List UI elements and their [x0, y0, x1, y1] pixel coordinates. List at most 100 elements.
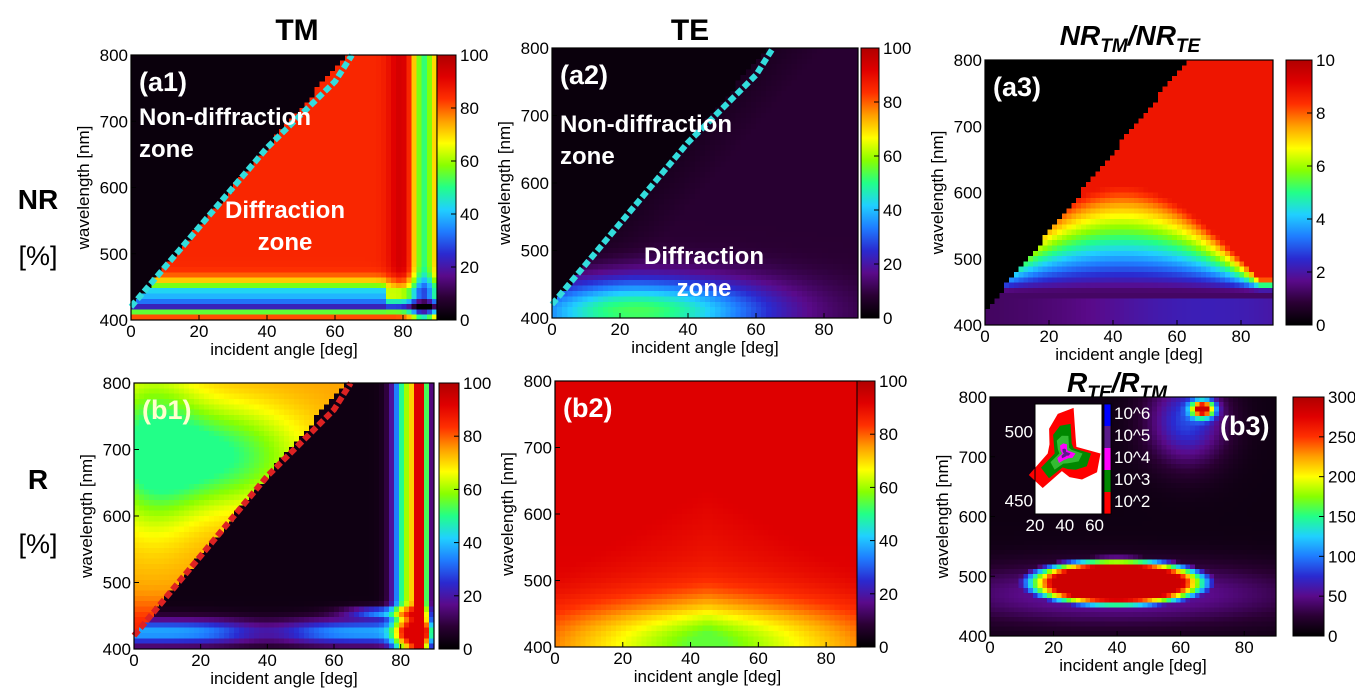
- heatmap-cell: [740, 210, 747, 216]
- heatmap-cell: [401, 134, 407, 141]
- heatmap-cell: [431, 261, 438, 268]
- heatmap-cell: [197, 97, 203, 104]
- heatmap-cell: [735, 312, 742, 319]
- heatmap-cell: [431, 155, 438, 162]
- heatmap-cell: [227, 224, 234, 231]
- heatmap-cell: [705, 53, 711, 60]
- heatmap-cell: [669, 80, 675, 87]
- heatmap-cell: [725, 53, 732, 60]
- heatmap-cell: [684, 215, 691, 222]
- heatmap-cell: [386, 261, 392, 268]
- heatmap-cell: [735, 188, 742, 195]
- heatmap-cell: [324, 282, 331, 289]
- heatmap-cell: [151, 176, 158, 183]
- heatmap-cell: [151, 86, 158, 93]
- heatmap-cell: [386, 134, 392, 141]
- heatmap-cell: [141, 70, 147, 77]
- heatmap-cell: [248, 187, 254, 194]
- heatmap-cell: [289, 139, 295, 146]
- heatmap-cell: [192, 171, 198, 178]
- heatmap-cell: [391, 65, 397, 72]
- heatmap-cell: [197, 145, 203, 151]
- heatmap-cell: [289, 235, 295, 242]
- heatmap-cell: [370, 288, 377, 295]
- heatmap-cell: [603, 226, 609, 233]
- heatmap-cell: [268, 150, 275, 157]
- heatmap-cell: [202, 229, 209, 236]
- heatmap-cell: [396, 224, 402, 231]
- heatmap-cell: [340, 171, 346, 178]
- heatmap-cell: [299, 277, 305, 284]
- heatmap-cell: [664, 166, 670, 173]
- heatmap-cell: [355, 192, 362, 199]
- heatmap-cell: [603, 129, 609, 135]
- heatmap-cell: [587, 58, 594, 65]
- heatmap-cell: [426, 251, 433, 257]
- heatmap-cell: [720, 242, 726, 249]
- heatmap-cell: [745, 274, 752, 281]
- heatmap-cell: [253, 309, 260, 316]
- heatmap-cell: [411, 60, 418, 67]
- heatmap-cell: [146, 229, 152, 236]
- heatmap-cell: [426, 267, 433, 273]
- heatmap-cell: [745, 156, 752, 162]
- heatmap-cell: [258, 240, 265, 247]
- heatmap-cell: [370, 235, 377, 242]
- heatmap-cell: [618, 285, 624, 292]
- heatmap-cell: [613, 107, 619, 114]
- heatmap-cell: [654, 301, 660, 308]
- heatmap-cell: [664, 285, 670, 292]
- heatmap-cell: [386, 76, 392, 83]
- heatmap-cell: [187, 166, 193, 173]
- heatmap-cell: [294, 298, 300, 305]
- heatmap-cell: [263, 314, 270, 321]
- heatmap-cell: [161, 129, 168, 136]
- heatmap-cell: [679, 253, 686, 260]
- heatmap-cell: [340, 123, 346, 130]
- heatmap-cell: [192, 256, 198, 263]
- heatmap-cell: [689, 247, 696, 254]
- heatmap-cell: [577, 291, 584, 297]
- heatmap-cell: [689, 96, 696, 103]
- heatmap-cell: [689, 226, 696, 233]
- heatmap-cell: [603, 285, 609, 292]
- heatmap-cell: [577, 118, 584, 125]
- heatmap-cell: [166, 123, 173, 130]
- heatmap-cell: [238, 182, 244, 189]
- heatmap-cell: [187, 182, 193, 189]
- heatmap-cell: [613, 204, 619, 211]
- heatmap-cell: [431, 214, 438, 220]
- heatmap-cell: [146, 134, 152, 141]
- heatmap-cell: [572, 264, 579, 270]
- heatmap-cell: [582, 199, 589, 206]
- heatmap-cell: [618, 280, 624, 287]
- heatmap-cell: [577, 75, 584, 81]
- heatmap-cell: [340, 86, 346, 93]
- heatmap-cell: [375, 214, 382, 220]
- heatmap-cell: [375, 86, 382, 93]
- heatmap-cell: [679, 75, 686, 81]
- heatmap-cell: [582, 204, 589, 211]
- heatmap-cell: [197, 251, 203, 257]
- heatmap-cell: [136, 139, 142, 146]
- heatmap-cell: [421, 298, 428, 305]
- heatmap-cell: [131, 261, 137, 268]
- heatmap-cell: [370, 192, 377, 199]
- heatmap-cell: [562, 75, 568, 81]
- heatmap-cell: [263, 288, 270, 295]
- heatmap-cell: [370, 208, 377, 215]
- heatmap-cell: [638, 129, 645, 135]
- heatmap-cell: [212, 251, 219, 257]
- heatmap-cell: [365, 192, 372, 199]
- heatmap-cell: [299, 198, 305, 204]
- heatmap-cell: [309, 214, 316, 220]
- heatmap-cell: [603, 280, 609, 287]
- heatmap-cell: [426, 182, 433, 189]
- heatmap-cell: [187, 92, 193, 98]
- heatmap-cell: [289, 176, 295, 183]
- heatmap-cell: [603, 188, 609, 195]
- heatmap-cell: [171, 145, 178, 151]
- heatmap-cell: [166, 60, 173, 67]
- heatmap-cell: [592, 285, 599, 292]
- heatmap-cell: [705, 64, 711, 71]
